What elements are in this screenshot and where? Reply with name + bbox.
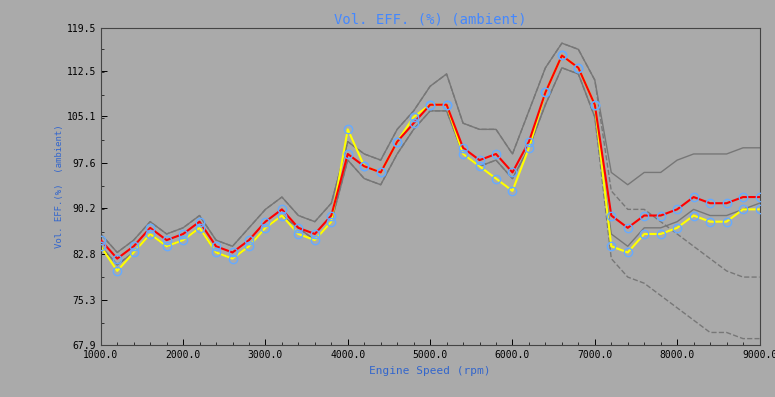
Y-axis label: Vol. EFF.(%)  (ambient): Vol. EFF.(%) (ambient) [55,125,64,249]
X-axis label: Engine Speed (rpm): Engine Speed (rpm) [370,366,491,376]
Title: Vol. EFF. (%) (ambient): Vol. EFF. (%) (ambient) [334,13,526,27]
